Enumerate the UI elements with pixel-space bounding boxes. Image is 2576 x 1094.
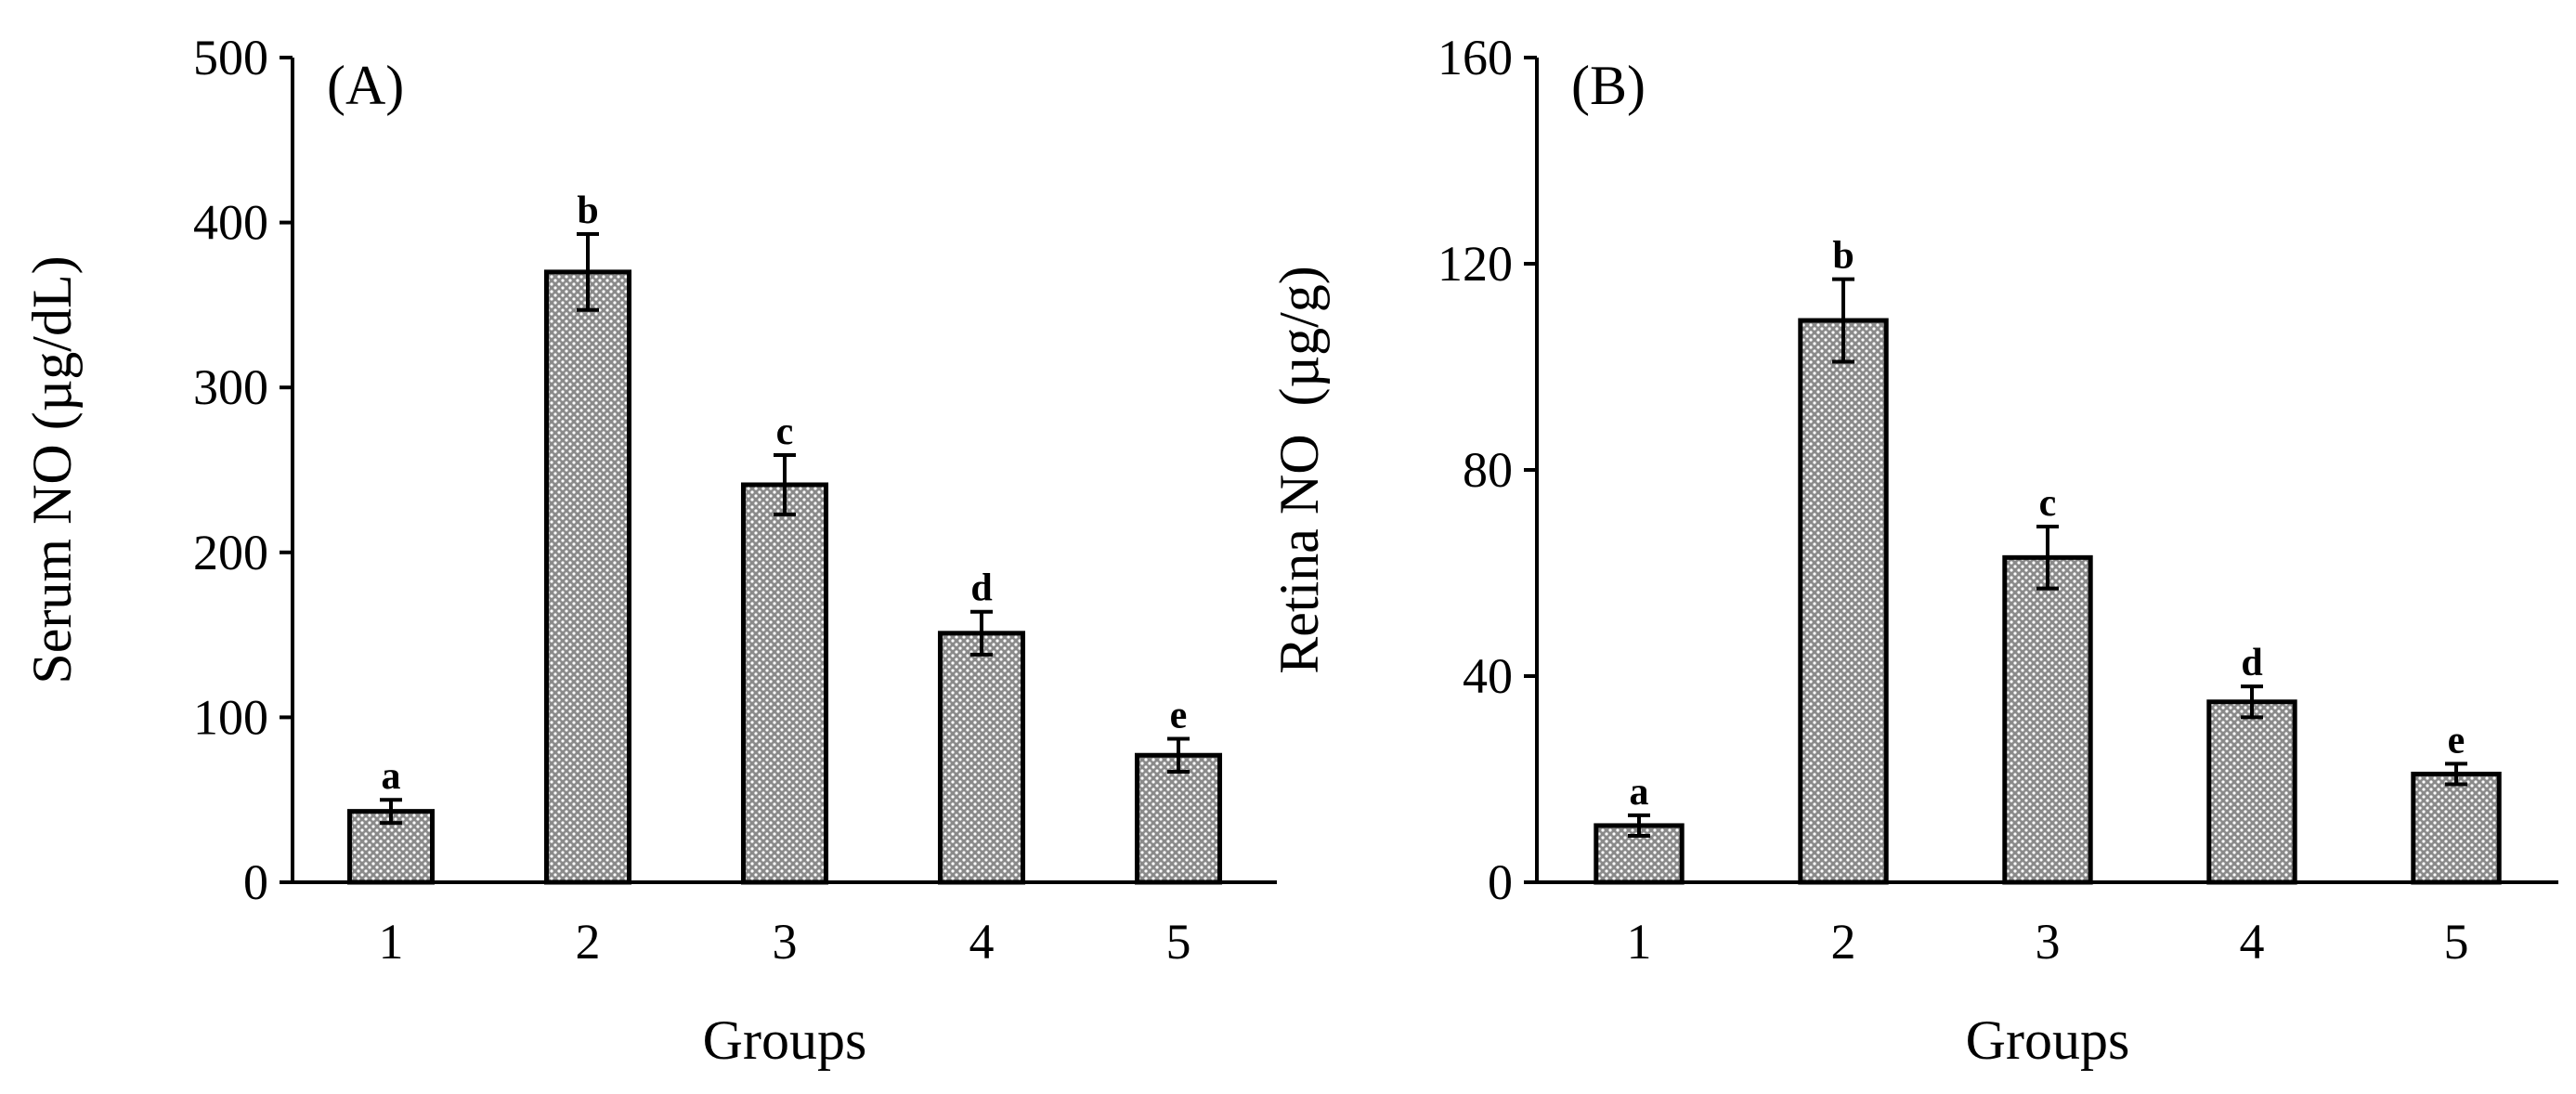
bar-group-2: [543, 269, 632, 885]
bar-group-4: [937, 631, 1026, 885]
y-tick-label: 160: [1438, 30, 1513, 85]
x-tick-label: 5: [2444, 914, 2469, 970]
y-tick-label: 400: [193, 195, 268, 251]
bar-group-5: [1134, 752, 1223, 885]
x-tick-label: 5: [1166, 914, 1191, 970]
significance-letter: b: [577, 189, 598, 232]
significance-letter: d: [2241, 642, 2262, 684]
x-tick-label: 2: [1831, 914, 1856, 970]
x-tick-label: 4: [2240, 914, 2265, 970]
y-tick-label: 40: [1463, 648, 1513, 704]
y-tick-label: 300: [193, 359, 268, 415]
significance-letter: b: [1832, 235, 1854, 278]
y-tick-label: 0: [1488, 854, 1513, 910]
significance-letter: a: [382, 755, 401, 798]
significance-letter: e: [1170, 694, 1188, 736]
x-tick-label: 1: [1627, 914, 1652, 970]
significance-letter: a: [1630, 771, 1649, 814]
panel-label: (B): [1571, 55, 1646, 116]
x-tick-label: 3: [2036, 914, 2061, 970]
x-tick-label: 2: [576, 914, 601, 970]
significance-letter: c: [776, 410, 794, 453]
significance-letter: c: [2039, 482, 2057, 525]
bar-group-3: [2002, 554, 2093, 885]
y-axis-title: Retina NO (µg/g): [1268, 266, 1330, 673]
y-tick-label: 100: [193, 689, 268, 745]
panel-a: 0 100 200 300 400 500 a 1 b 2 c 3 d 4 e 5 Groups Serum NO…: [21, 30, 1277, 1071]
x-axis-title: Groups: [703, 1009, 867, 1071]
bar-group-5: [2411, 771, 2502, 885]
y-tick-label: 200: [193, 525, 268, 580]
significance-letter: d: [970, 567, 992, 610]
x-axis-title: Groups: [1966, 1009, 2130, 1071]
y-axis-title: Serum NO (µg/dL): [21, 255, 83, 684]
y-tick-label: 120: [1438, 236, 1513, 292]
bar-group-3: [740, 482, 829, 885]
y-tick-label: 500: [193, 30, 268, 85]
x-tick-label: 1: [379, 914, 404, 970]
significance-letter: e: [2448, 719, 2465, 762]
bar-group-4: [2206, 699, 2297, 885]
y-tick-label: 0: [243, 854, 268, 910]
bar-group-2: [1798, 318, 1889, 885]
panel-b: 0 40 80 120 160 a 1 b 2 c 3 d 4 e 5 Groups Retina NO (µg…: [1268, 30, 2558, 1071]
panel-label: (A): [327, 55, 404, 116]
x-tick-label: 4: [969, 914, 995, 970]
x-tick-label: 3: [773, 914, 798, 970]
y-tick-label: 80: [1463, 442, 1513, 498]
